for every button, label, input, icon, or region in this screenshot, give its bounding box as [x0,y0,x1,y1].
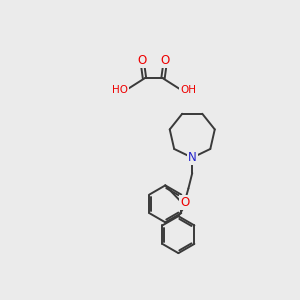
Text: N: N [188,151,197,164]
Text: OH: OH [180,85,196,95]
Text: HO: HO [112,85,127,95]
Text: O: O [161,54,170,67]
Text: O: O [180,196,189,209]
Text: O: O [138,54,147,67]
